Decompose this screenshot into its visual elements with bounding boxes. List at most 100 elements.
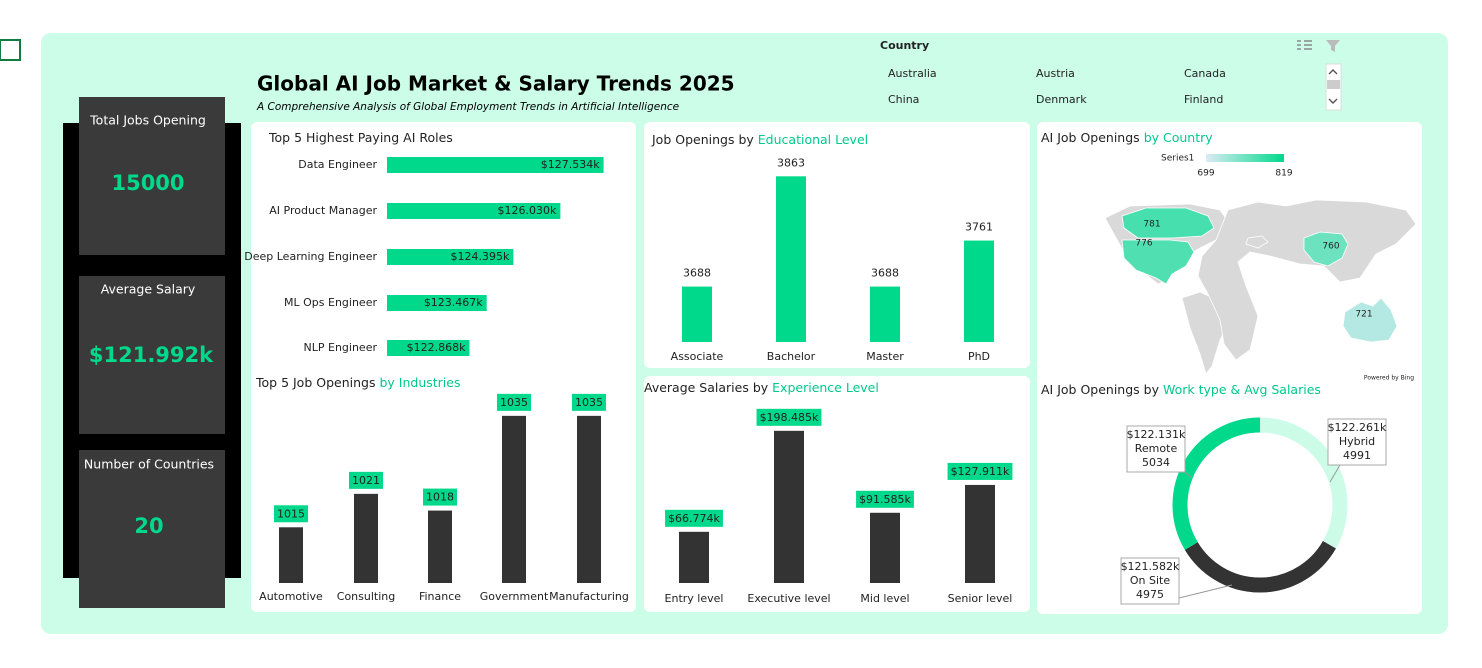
value-label-bg xyxy=(572,393,606,411)
title-accent: by Industries xyxy=(379,375,460,390)
data-callout xyxy=(1126,425,1186,473)
map-value-label: 781 xyxy=(1143,220,1160,230)
selection-box xyxy=(0,39,21,61)
scroll-up[interactable] xyxy=(1328,69,1338,75)
bar xyxy=(577,415,601,583)
legend-title: Series1 xyxy=(1161,154,1194,164)
donut-segment xyxy=(1172,417,1261,550)
title-text: Top 5 Job Openings xyxy=(255,375,375,390)
value-label: 3688 xyxy=(871,267,899,280)
slicer-item[interactable]: Finland xyxy=(1184,93,1223,106)
panel xyxy=(1037,122,1422,614)
donut-segment xyxy=(1184,540,1336,593)
callout-value: 4975 xyxy=(1136,588,1164,601)
slicer-icons[interactable] xyxy=(1297,40,1340,52)
value-label-bg xyxy=(947,462,1013,480)
title-accent: by Country xyxy=(1144,130,1214,145)
legend-max: 819 xyxy=(1275,169,1292,179)
slicer-title: Country xyxy=(880,39,929,52)
callout-value: 5034 xyxy=(1142,456,1170,469)
category-label: Deep Learning Engineer xyxy=(244,250,377,263)
value-label-bg xyxy=(856,490,914,508)
country xyxy=(1121,207,1215,239)
kpi-card xyxy=(79,97,225,255)
category-label: Master xyxy=(866,350,904,363)
kpi-value: 20 xyxy=(134,514,163,538)
leader-line xyxy=(1184,471,1193,479)
value-label: 1035 xyxy=(575,396,603,409)
category-label: PhD xyxy=(968,350,990,363)
value-label-bg xyxy=(497,393,531,411)
kpi-label: Average Salary xyxy=(101,282,196,297)
category-label: ML Ops Engineer xyxy=(284,296,377,309)
title-accent: Educational Level xyxy=(758,132,868,147)
slicer-item[interactable]: China xyxy=(888,93,919,106)
clear-filter-icon[interactable] xyxy=(1326,40,1340,52)
kpi-label: Number of Countries xyxy=(84,457,214,472)
map-value-label: 760 xyxy=(1322,242,1339,252)
title-text: AI Job Openings xyxy=(1041,130,1140,145)
land xyxy=(1245,235,1269,249)
scroll-down[interactable] xyxy=(1328,98,1338,104)
panel xyxy=(251,122,636,612)
bar xyxy=(679,531,709,583)
bar xyxy=(387,340,470,356)
slicer-scrollbar[interactable] xyxy=(1325,63,1342,111)
callout-salary: $122.131k xyxy=(1127,428,1186,441)
callout-category: Remote xyxy=(1135,442,1178,455)
map-value-label: 776 xyxy=(1135,239,1152,249)
bar xyxy=(387,295,487,311)
value-label: $198.485k xyxy=(760,411,819,424)
bar xyxy=(387,157,604,173)
value-label-bg xyxy=(665,509,723,527)
kpi-card xyxy=(79,450,225,608)
category-label: Manufacturing xyxy=(549,590,629,603)
scroll-thumb[interactable] xyxy=(1327,80,1340,89)
multi-select-icon[interactable] xyxy=(1297,40,1312,50)
country xyxy=(1342,297,1398,343)
chart-title: Job Openings by Educational Level xyxy=(651,132,868,147)
chart-title: Top 5 Job Openings by Industries xyxy=(255,375,460,390)
slicer-item[interactable]: Australia xyxy=(888,67,937,80)
data-callout xyxy=(1120,557,1180,605)
bar xyxy=(428,510,452,583)
value-label: $127.534k xyxy=(541,158,600,171)
bar xyxy=(870,512,900,583)
value-label: $91.585k xyxy=(859,493,911,506)
category-label: Bachelor xyxy=(767,350,816,363)
leader-line xyxy=(1329,464,1341,483)
leader-line xyxy=(1178,584,1233,599)
category-label: Entry level xyxy=(665,592,724,605)
callout-value: 4991 xyxy=(1343,449,1371,462)
chart-title: Top 5 Highest Paying AI Roles xyxy=(268,130,453,145)
slicer-item[interactable]: Canada xyxy=(1184,67,1226,80)
kpi-value: 15000 xyxy=(111,171,184,195)
map-value-label: 721 xyxy=(1355,310,1372,320)
value-label: $66.774k xyxy=(668,512,720,525)
map-credit: Powered by Bing xyxy=(1364,375,1414,382)
title-text: Average Salaries by xyxy=(644,380,769,395)
callout-category: Hybrid xyxy=(1339,435,1375,448)
callout-salary: $121.582k xyxy=(1121,560,1180,573)
kpi-value: $121.992k xyxy=(89,343,214,367)
kpi-card xyxy=(79,276,225,434)
legend-scale xyxy=(1206,154,1284,162)
bar xyxy=(354,493,378,583)
category-label: Senior level xyxy=(948,592,1013,605)
category-label: Automotive xyxy=(259,590,323,603)
slicer-item[interactable]: Austria xyxy=(1036,67,1075,80)
value-label: 1021 xyxy=(352,474,380,487)
chart-title: Average Salaries by Experience Level xyxy=(644,380,879,395)
value-label: 3863 xyxy=(777,156,805,169)
bar xyxy=(870,286,900,342)
category-label: Finance xyxy=(419,590,461,603)
value-label: 3761 xyxy=(965,221,993,234)
page-subtitle: A Comprehensive Analysis of Global Emplo… xyxy=(256,101,679,113)
panel xyxy=(644,122,1030,368)
value-label: $122.868k xyxy=(407,341,466,354)
bar xyxy=(502,415,526,583)
bar xyxy=(776,176,806,342)
slicer-item[interactable]: Denmark xyxy=(1036,93,1087,106)
title-text: Top 5 Highest Paying AI Roles xyxy=(268,130,453,145)
bar xyxy=(279,527,303,583)
